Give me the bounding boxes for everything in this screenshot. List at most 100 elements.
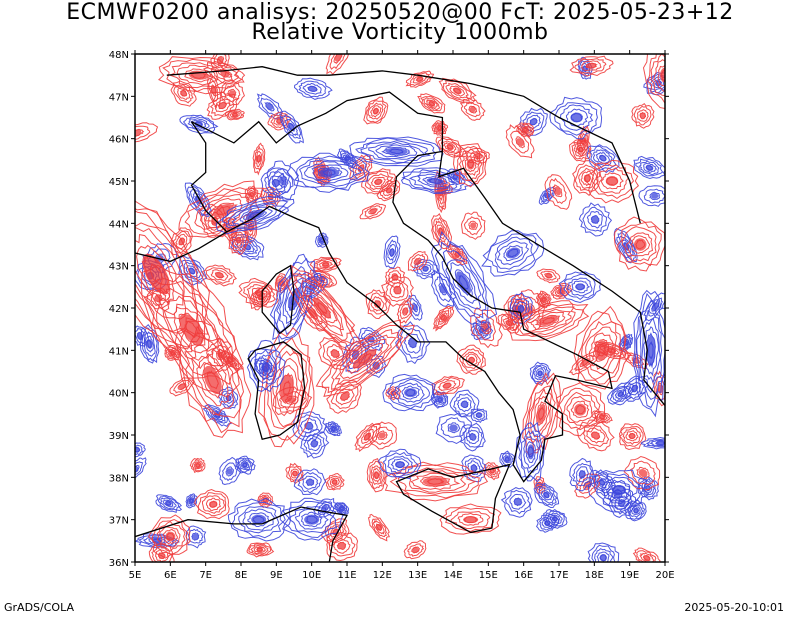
small-vortex-contour	[185, 493, 198, 509]
small-vortex-contour	[326, 532, 359, 562]
negative-vorticity-area	[400, 167, 475, 195]
lat-tick-label: 43N	[109, 262, 129, 273]
positive-vorticity-area	[383, 461, 489, 502]
small-vortex-contour	[533, 482, 560, 509]
small-vortex-contour	[361, 168, 397, 195]
small-vortex-contour	[218, 386, 239, 409]
small-vortex-contour	[569, 55, 614, 77]
small-vortex-contour	[169, 377, 195, 397]
positive-vorticity-area	[584, 159, 640, 204]
map-subtitle: Relative Vorticity 1000mb	[251, 20, 549, 45]
latitude-axis: 36N 37N 38N 39N 40N 41N 42N 43N 44N 45N 46N 47N 48N	[109, 50, 669, 569]
small-vortex-contour	[460, 211, 486, 240]
lon-tick-label: 14E	[443, 570, 462, 581]
lat-tick-label: 44N	[109, 219, 129, 230]
small-vortex-contour	[435, 136, 467, 158]
lon-tick-label: 12E	[373, 570, 392, 581]
small-vortex-contour	[383, 235, 401, 269]
small-vortex-contour	[201, 264, 238, 287]
small-vortex-contour	[631, 103, 655, 129]
positive-vorticity-area	[258, 327, 315, 448]
algeria-coastline	[135, 519, 263, 538]
lon-tick-label: 19E	[620, 570, 639, 581]
lat-tick-label: 47N	[109, 92, 129, 103]
lon-tick-label: 13E	[408, 570, 427, 581]
small-vortex-contour	[368, 421, 398, 450]
small-vortex-contour	[544, 174, 573, 210]
negative-vorticity-area	[286, 152, 370, 193]
small-vortex-contour	[461, 454, 487, 483]
small-vortex-contour	[470, 307, 503, 349]
software-credit: GrADS/COLA	[4, 601, 74, 614]
negative-vorticity-area	[349, 136, 444, 167]
small-vortex-contour	[155, 494, 183, 513]
lon-tick-label: 8E	[235, 570, 248, 581]
positive-vorticity-area	[140, 264, 244, 398]
small-vortex-contour	[431, 213, 453, 250]
small-vortex-contour	[139, 324, 160, 364]
small-vortex-contour	[324, 421, 343, 437]
lat-tick-label: 37N	[109, 516, 129, 527]
small-vortex-contour	[536, 268, 561, 284]
positive-vorticity-area	[174, 320, 252, 438]
positive-vorticity-area	[439, 503, 502, 535]
small-vortex-contour	[606, 381, 635, 406]
balkan-coastline	[438, 151, 665, 406]
positive-vorticity-area	[573, 305, 630, 390]
positive-vorticity-area	[642, 54, 665, 110]
alpine-border	[191, 91, 444, 152]
small-vortex-contour	[459, 422, 486, 452]
small-vortex-contour	[325, 54, 350, 76]
small-vortex-contour	[252, 142, 266, 176]
lon-tick-label: 11E	[337, 570, 356, 581]
small-vortex-contour	[633, 155, 665, 180]
lon-tick-label: 6E	[164, 570, 177, 581]
small-vortex-contour	[576, 124, 590, 157]
lon-tick-label: 17E	[549, 570, 568, 581]
small-vortex-contour	[293, 468, 327, 496]
small-vortex-contour	[632, 547, 661, 562]
small-vortex-contour	[170, 80, 197, 107]
small-vortex-contour	[430, 390, 449, 409]
lon-tick-label: 15E	[479, 570, 498, 581]
lon-tick-label: 7E	[199, 570, 212, 581]
small-vortex-contour	[438, 77, 477, 105]
lat-tick-label: 41N	[109, 346, 129, 357]
small-vortex-contour	[135, 122, 159, 143]
lon-tick-label: 20E	[655, 570, 674, 581]
negative-vorticity-area	[515, 421, 546, 483]
small-vortex-contour	[218, 456, 241, 486]
small-vortex-contour	[359, 203, 386, 220]
small-vortex-contour	[405, 70, 435, 88]
small-vortex-contour	[365, 289, 391, 320]
small-vortex-contour	[432, 305, 455, 332]
small-vortex-contour	[431, 120, 449, 136]
negative-vorticity-area	[279, 497, 344, 541]
negative-vorticity-area	[269, 253, 318, 347]
lon-tick-label: 16E	[514, 570, 533, 581]
small-vortex-contour	[396, 299, 414, 324]
small-vortex-contour	[640, 436, 665, 450]
small-vortex-contour	[449, 389, 480, 418]
small-vortex-contour	[431, 375, 466, 396]
positive-vorticity-area	[147, 514, 191, 559]
small-vortex-contour	[324, 472, 345, 491]
corsica-coastline	[261, 264, 295, 335]
small-vortex-contour	[285, 462, 304, 485]
small-vortex-contour	[417, 93, 446, 114]
small-vortex-contour	[578, 202, 613, 237]
lat-tick-label: 48N	[109, 50, 129, 61]
small-vortex-contour	[569, 457, 595, 492]
small-vortex-contour	[235, 455, 256, 475]
map-title: ECMWF0200 analisys: 20250520@00 FcT: 202…	[66, 0, 734, 25]
negative-vorticity-area	[382, 373, 438, 412]
small-vortex-contour	[638, 185, 665, 207]
small-vortex-contour	[456, 344, 486, 375]
sardinia-coastline	[247, 341, 306, 440]
small-vortex-contour	[618, 423, 647, 451]
small-vortex-contour	[586, 144, 620, 174]
lon-tick-label: 5E	[129, 570, 142, 581]
lon-tick-label: 9E	[270, 570, 283, 581]
small-vortex-contour	[500, 487, 533, 518]
small-vortex-contour	[543, 508, 568, 529]
